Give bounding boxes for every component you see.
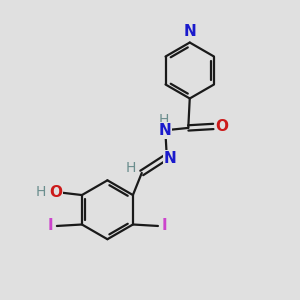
Text: I: I (162, 218, 167, 233)
Text: N: N (164, 151, 176, 166)
Text: O: O (49, 184, 62, 200)
Text: H: H (35, 185, 46, 199)
Text: O: O (216, 119, 229, 134)
Text: N: N (159, 123, 172, 138)
Text: N: N (183, 24, 196, 39)
Text: H: H (159, 113, 169, 127)
Text: H: H (125, 161, 136, 175)
Text: I: I (48, 218, 53, 233)
